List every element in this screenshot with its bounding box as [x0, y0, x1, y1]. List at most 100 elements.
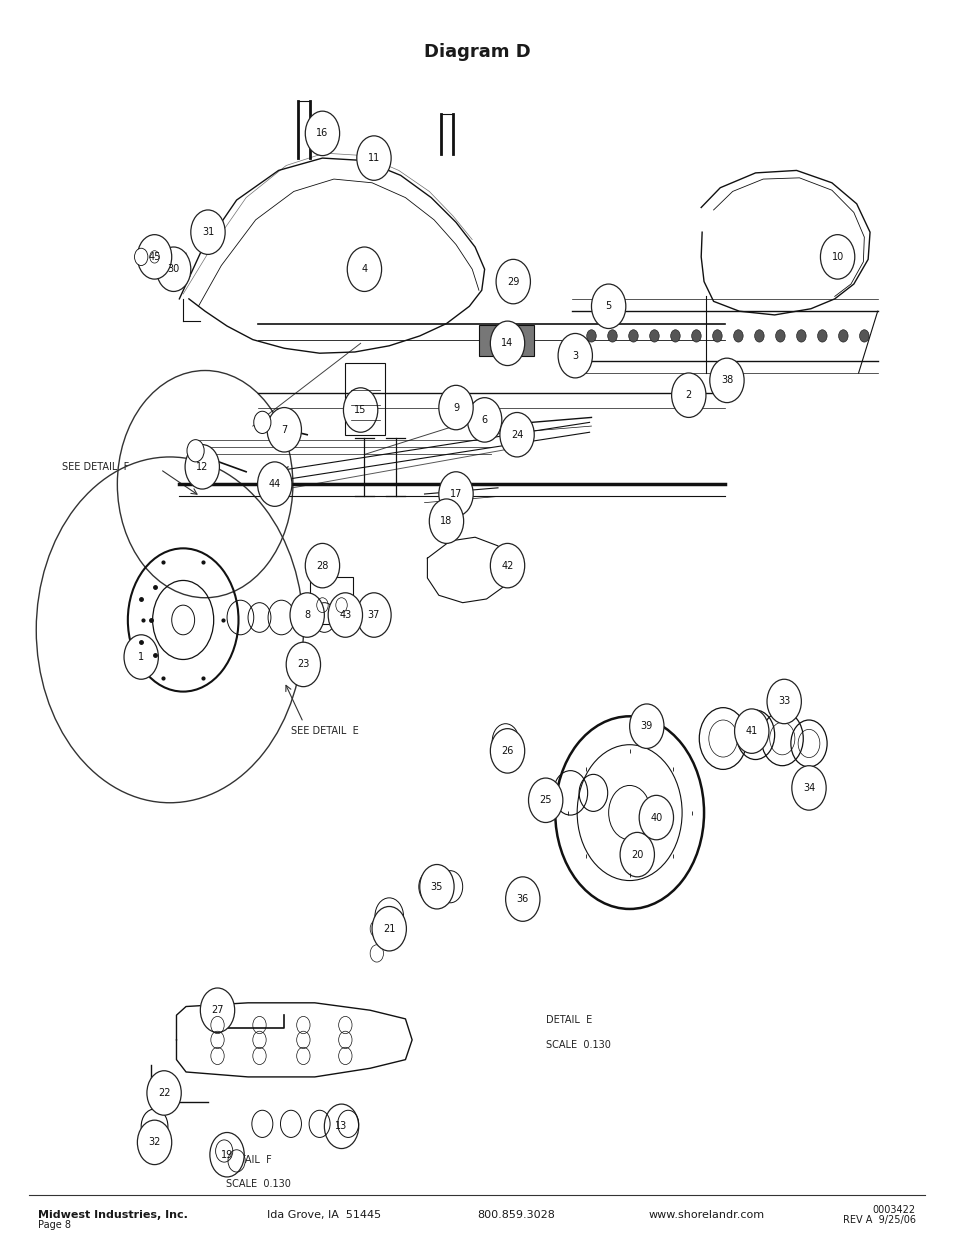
Circle shape	[305, 543, 339, 588]
Text: 33: 33	[778, 697, 789, 706]
Circle shape	[671, 373, 705, 417]
Circle shape	[134, 248, 148, 266]
Text: 14: 14	[501, 338, 513, 348]
Text: 37: 37	[368, 610, 379, 620]
Circle shape	[734, 709, 768, 753]
Circle shape	[505, 877, 539, 921]
Text: 24: 24	[511, 430, 522, 440]
Circle shape	[253, 411, 271, 433]
Circle shape	[629, 704, 663, 748]
Text: 5: 5	[605, 301, 611, 311]
Circle shape	[356, 136, 391, 180]
Circle shape	[372, 906, 406, 951]
Circle shape	[628, 330, 638, 342]
Text: 28: 28	[316, 561, 328, 571]
Circle shape	[496, 259, 530, 304]
Circle shape	[775, 330, 784, 342]
Circle shape	[200, 988, 234, 1032]
Circle shape	[859, 330, 868, 342]
Text: 22: 22	[157, 1088, 171, 1098]
Circle shape	[324, 1104, 358, 1149]
Circle shape	[817, 330, 826, 342]
Circle shape	[586, 330, 596, 342]
Text: 38: 38	[720, 375, 732, 385]
Circle shape	[467, 398, 501, 442]
Text: 41: 41	[745, 726, 757, 736]
Text: 13: 13	[335, 1121, 347, 1131]
Circle shape	[490, 321, 524, 366]
Circle shape	[528, 778, 562, 823]
Circle shape	[754, 330, 763, 342]
Circle shape	[191, 210, 225, 254]
Text: 43: 43	[339, 610, 351, 620]
Text: 17: 17	[450, 489, 461, 499]
Bar	[478, 325, 534, 356]
Text: 44: 44	[269, 479, 280, 489]
Text: REV A  9/25/06: REV A 9/25/06	[841, 1215, 915, 1225]
Text: SCALE  0.130: SCALE 0.130	[226, 1179, 291, 1189]
Circle shape	[343, 388, 377, 432]
Text: SCALE  0.130: SCALE 0.130	[545, 1040, 610, 1050]
Text: 27: 27	[211, 1005, 224, 1015]
Circle shape	[429, 499, 463, 543]
Text: 6: 6	[481, 415, 487, 425]
Text: SEE DETAIL  E: SEE DETAIL E	[291, 726, 358, 736]
Text: Diagram D: Diagram D	[423, 43, 530, 62]
Circle shape	[796, 330, 805, 342]
Circle shape	[619, 832, 654, 877]
Text: 0003422: 0003422	[872, 1205, 915, 1215]
Text: 2: 2	[685, 390, 691, 400]
Circle shape	[156, 247, 191, 291]
Text: 800.859.3028: 800.859.3028	[476, 1210, 555, 1220]
Circle shape	[150, 251, 159, 263]
Circle shape	[691, 330, 700, 342]
Circle shape	[490, 543, 524, 588]
Circle shape	[172, 605, 194, 635]
Text: 19: 19	[221, 1150, 233, 1160]
Text: DETAIL  F: DETAIL F	[226, 1155, 272, 1165]
Circle shape	[267, 408, 301, 452]
Circle shape	[185, 445, 219, 489]
Text: 21: 21	[383, 924, 395, 934]
Text: 25: 25	[538, 795, 552, 805]
Circle shape	[591, 284, 625, 329]
Text: 26: 26	[501, 746, 513, 756]
Circle shape	[607, 330, 617, 342]
Circle shape	[712, 330, 721, 342]
Text: 20: 20	[631, 850, 642, 860]
Circle shape	[419, 864, 454, 909]
Text: 29: 29	[507, 277, 518, 287]
Text: 32: 32	[149, 1137, 160, 1147]
Circle shape	[709, 358, 743, 403]
Text: Midwest Industries, Inc.: Midwest Industries, Inc.	[38, 1210, 188, 1220]
Text: 1: 1	[138, 652, 144, 662]
Circle shape	[649, 330, 659, 342]
Bar	[310, 577, 353, 624]
Circle shape	[639, 795, 673, 840]
Circle shape	[147, 1071, 181, 1115]
Text: 45: 45	[149, 252, 160, 262]
Circle shape	[438, 385, 473, 430]
Text: 7: 7	[281, 425, 287, 435]
Circle shape	[733, 330, 742, 342]
Text: 8: 8	[304, 610, 310, 620]
Circle shape	[838, 330, 847, 342]
Text: 4: 4	[361, 264, 367, 274]
Circle shape	[305, 111, 339, 156]
Circle shape	[558, 333, 592, 378]
Circle shape	[766, 679, 801, 724]
Circle shape	[124, 635, 158, 679]
Text: 34: 34	[802, 783, 814, 793]
Text: 11: 11	[368, 153, 379, 163]
Circle shape	[490, 729, 524, 773]
Text: 12: 12	[196, 462, 208, 472]
Text: 23: 23	[297, 659, 309, 669]
Text: 9: 9	[453, 403, 458, 412]
Circle shape	[137, 235, 172, 279]
Text: SEE DETAIL  F: SEE DETAIL F	[62, 462, 129, 472]
Circle shape	[290, 593, 324, 637]
Circle shape	[670, 330, 679, 342]
Circle shape	[328, 593, 362, 637]
Text: Page 8: Page 8	[38, 1220, 71, 1230]
Text: 35: 35	[431, 882, 442, 892]
